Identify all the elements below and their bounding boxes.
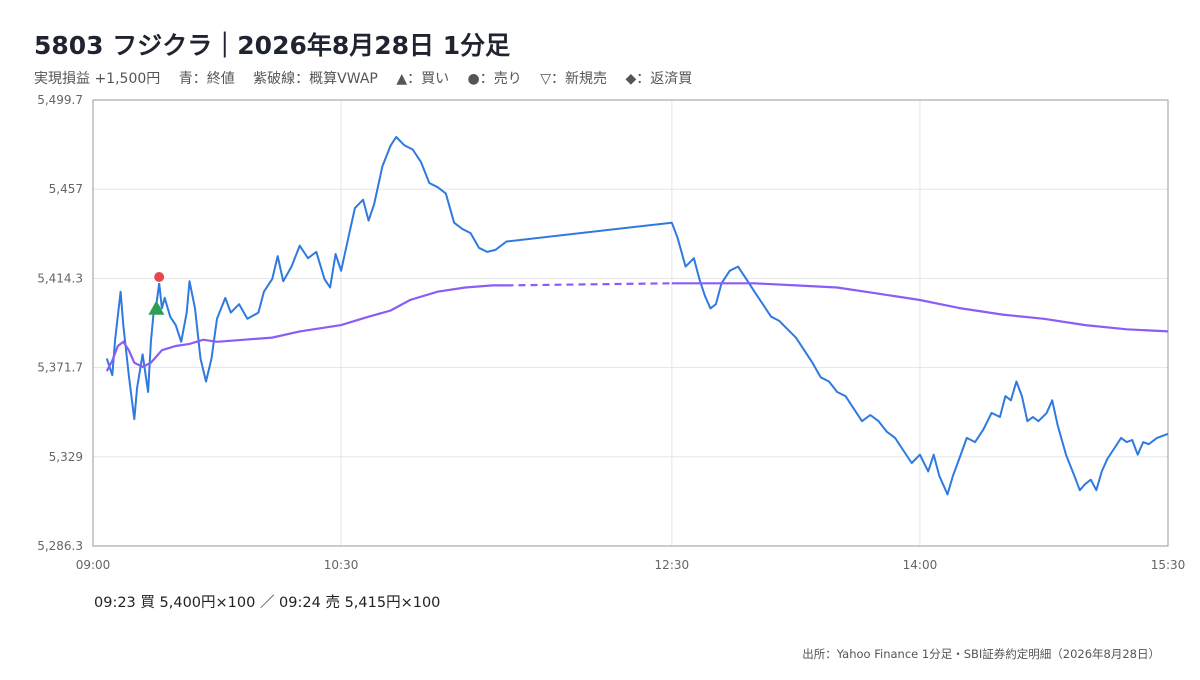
trade-summary: 09:23 買 5,400円×100 ／ 09:24 売 5,415円×100 xyxy=(94,595,441,611)
legend-cover: ◆：返済買 xyxy=(625,71,693,87)
y-tick-label: 5,371.7 xyxy=(37,361,83,375)
y-tick-label: 5,457 xyxy=(49,182,83,196)
x-tick-label: 09:00 xyxy=(76,558,111,572)
plot-frame xyxy=(92,99,1169,547)
legend-short: ▽：新規売 xyxy=(540,71,607,87)
y-tick-label: 5,329 xyxy=(49,450,83,464)
y-tick-label: 5,499.7 xyxy=(37,93,83,107)
x-tick-label: 14:00 xyxy=(903,558,938,572)
legend-sell: ●：売り xyxy=(467,71,522,87)
vwap-line-morning xyxy=(105,284,507,372)
trade-markers xyxy=(148,271,166,315)
y-tick-label: 5,414.3 xyxy=(37,271,83,285)
sell-marker-icon xyxy=(153,271,166,284)
legend-vwap: 紫破線：概算VWAP xyxy=(253,71,378,87)
realized-pnl: 実現損益 +1,500円 xyxy=(34,71,161,87)
chart-subtitle: 実現損益 +1,500円 青：終値 紫破線：概算VWAP ▲：買い ●：売り ▽… xyxy=(34,68,706,88)
x-tick-label: 10:30 xyxy=(324,558,359,572)
x-axis-ticks: 09:00 10:30 12:30 14:00 15:30 xyxy=(76,558,1186,572)
source-note: 出所：Yahoo Finance 1分足・SBI証券約定明細（2026年8月28… xyxy=(802,647,1160,661)
y-tick-label: 5,286.3 xyxy=(37,539,83,553)
vwap-line-lunch-dashed xyxy=(506,282,672,287)
legend-buy: ▲：買い xyxy=(396,71,450,87)
buy-marker-icon xyxy=(148,300,165,315)
legend-close: 青：終値 xyxy=(178,71,235,87)
vwap-line-afternoon xyxy=(671,282,1169,333)
grid-layer xyxy=(92,99,1169,547)
chart-title: 5803 フジクラ｜2026年8月28日 1分足 xyxy=(34,31,511,60)
x-tick-label: 12:30 xyxy=(655,558,690,572)
x-tick-label: 15:30 xyxy=(1151,558,1186,572)
series-layer xyxy=(105,136,1169,496)
close-price-line xyxy=(105,136,1169,496)
y-axis-ticks: 5,286.3 5,329 5,371.7 5,414.3 5,457 5,499.7 xyxy=(37,93,83,553)
